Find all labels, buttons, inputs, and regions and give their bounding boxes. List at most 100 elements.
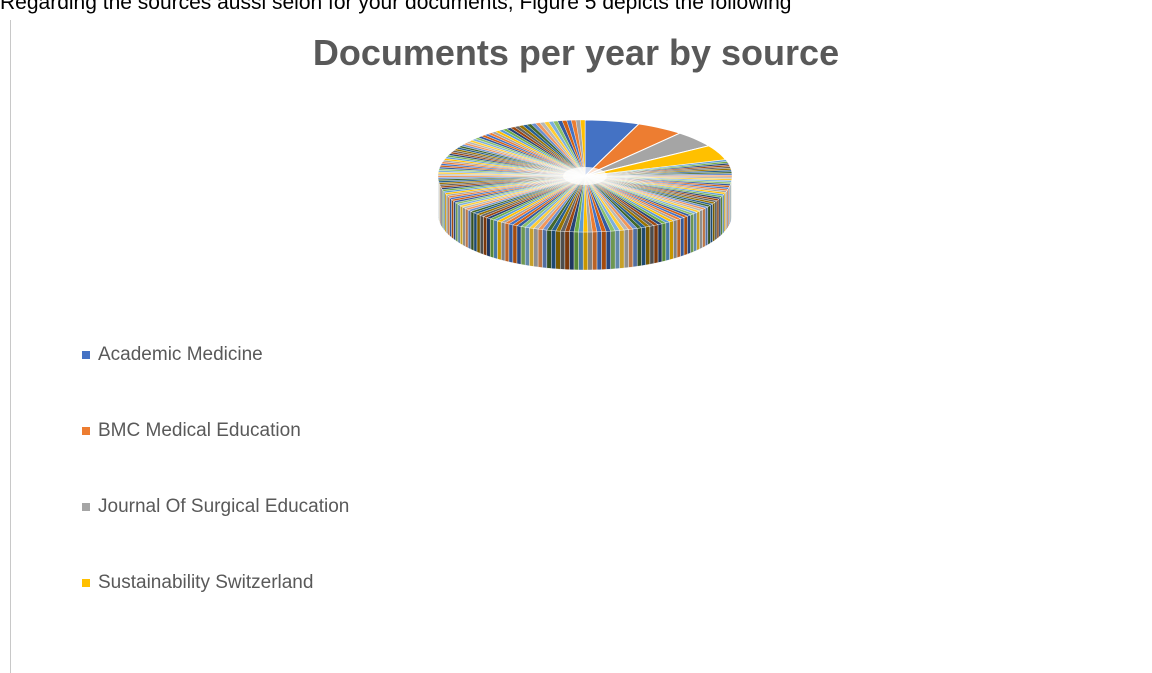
- chart-legend: Academic Medicine BMC Medical Education …: [82, 336, 349, 640]
- pie-slice-side: [645, 226, 651, 266]
- legend-label: Academic Medicine: [98, 343, 263, 365]
- pie-slice-side: [564, 231, 570, 270]
- pie-slice-side: [551, 230, 556, 270]
- pie-slice-side: [636, 227, 642, 267]
- pie-slice-side: [479, 214, 484, 255]
- intro-text: Regarding the sources aussi selon for yo…: [0, 0, 792, 14]
- pie-slice-side: [614, 230, 620, 270]
- pie-slice-side: [699, 209, 703, 250]
- pie-slice-side: [601, 231, 607, 270]
- legend-item: BMC Medical Education: [82, 412, 349, 449]
- pie-slice-side: [500, 221, 506, 262]
- pie-slice: [584, 119, 640, 178]
- pie-slice-side: [573, 231, 579, 271]
- pie-slice-side: [720, 195, 723, 236]
- pie-slice-side: [512, 224, 518, 264]
- pie-slice-side: [683, 215, 688, 256]
- pie-slice-side: [465, 208, 469, 249]
- pie-slice-side: [587, 231, 593, 271]
- pie-slice-side: [453, 200, 456, 241]
- pie-slice-side: [520, 226, 526, 266]
- pie-slice-side: [457, 203, 461, 244]
- pie-slice-side: [619, 229, 625, 269]
- legend-item: Sustainability Switzerland: [82, 564, 349, 601]
- pie-slice-side: [476, 213, 481, 254]
- pie-slice-side: [486, 217, 491, 258]
- pie-slice-side: [569, 231, 575, 271]
- pie-slice-side: [493, 219, 498, 260]
- legend-swatch: [82, 502, 90, 511]
- pie-slice-side: [632, 228, 638, 268]
- chart-title: Documents per year by source: [312, 32, 840, 73]
- pie-slice-side: [470, 210, 475, 251]
- pie-slice-side: [716, 198, 720, 240]
- pie-slice-side: [610, 230, 616, 270]
- pie-slice-side: [529, 227, 534, 267]
- pie-slice-side: [596, 231, 602, 271]
- pie-slice-side: [657, 223, 663, 263]
- pie-slice-side: [680, 217, 685, 257]
- pie-slice-side: [462, 206, 466, 247]
- pie-slice-side: [628, 228, 634, 268]
- pie-slice-side: [542, 229, 548, 269]
- legend-label: Journal Of Surgical Education: [98, 495, 350, 517]
- pie-slice-side: [460, 205, 463, 246]
- pie-slice-side: [449, 197, 452, 238]
- pie-slice-side: [578, 231, 584, 271]
- pie-slice-side: [707, 204, 711, 246]
- pie-slice-side: [582, 231, 588, 271]
- legend-label: BMC Medical Education: [98, 419, 301, 441]
- legend-swatch: [82, 578, 90, 587]
- pie-slice-side: [722, 193, 725, 235]
- pie-slice-side: [673, 219, 678, 260]
- legend-swatch: [82, 350, 90, 359]
- pie-slice-side: [444, 192, 447, 234]
- pie-slice-side: [446, 194, 449, 235]
- pie-slice-side: [516, 225, 522, 265]
- pie-slice-side: [641, 226, 646, 266]
- pie-slice-side: [653, 224, 659, 264]
- pie-slice-side: [537, 228, 543, 268]
- pie-slice-side: [696, 210, 700, 251]
- pie-slice-side: [467, 209, 472, 250]
- pie-slice-side: [676, 218, 681, 258]
- pie-slice-side: [710, 203, 713, 244]
- pie-slice-side: [490, 218, 494, 259]
- pie-slice-side: [714, 200, 718, 241]
- pie-slice-side: [649, 225, 655, 265]
- pie-slice-side: [702, 207, 706, 248]
- pie-slice-side: [533, 228, 539, 268]
- pie-slice-side: [508, 223, 514, 264]
- legend-label: Sustainability Switzerland: [98, 571, 314, 593]
- pie-slice: [584, 145, 727, 177]
- pie-slice-side: [560, 230, 566, 270]
- pie-slice-side: [504, 222, 510, 263]
- pie-slice-side: [497, 220, 502, 261]
- pie-slice-side: [483, 216, 487, 256]
- pie-slice-side: [455, 202, 459, 243]
- pie-slice-side: [661, 222, 667, 262]
- legend-swatch: [82, 426, 90, 435]
- pie-slice-side: [524, 226, 530, 267]
- pie-slice-side: [690, 213, 694, 254]
- legend-item: Journal Of Surgical Education: [82, 488, 349, 525]
- pie-slice-side: [665, 221, 670, 262]
- pie-slice-side: [712, 201, 716, 243]
- pie-slice-side: [669, 220, 674, 261]
- pie-slice-side: [605, 230, 611, 270]
- pie-slice-side: [705, 206, 708, 247]
- pie-slice-side: [718, 197, 721, 238]
- pie-slice-side: [687, 214, 691, 255]
- pie-slice: [584, 132, 711, 177]
- pie-slice-side: [555, 230, 561, 270]
- pie-slice-side: [693, 212, 697, 253]
- legend-item: Academic Medicine: [82, 336, 349, 373]
- pie-center-highlight: [563, 167, 607, 185]
- pie-chart: [437, 119, 733, 271]
- pie-slice-side: [723, 192, 726, 233]
- pie-slice: [584, 123, 682, 177]
- pie-slice-side: [451, 199, 454, 240]
- pie-slice-side: [546, 229, 552, 269]
- pie-slice-side: [592, 231, 598, 271]
- pie-slice: [580, 119, 586, 177]
